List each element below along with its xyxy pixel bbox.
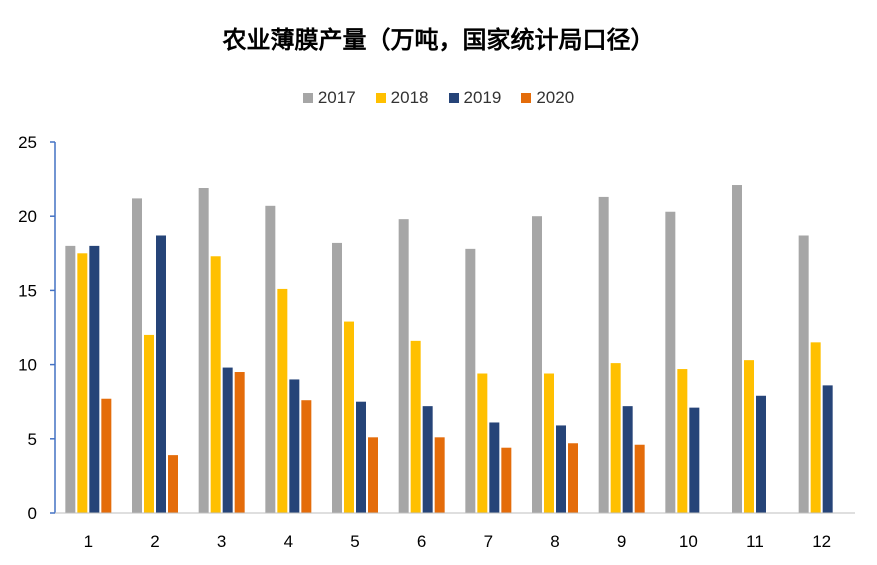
bar-2020-2 xyxy=(168,455,178,513)
bar-2017-11 xyxy=(732,185,742,513)
bar-2019-3 xyxy=(222,367,233,513)
bar-2020-3 xyxy=(234,372,245,513)
x-tick-label: 7 xyxy=(484,532,493,551)
y-tick-label: 15 xyxy=(18,281,37,300)
bar-2018-8 xyxy=(544,373,554,513)
x-tick-label: 11 xyxy=(746,532,764,551)
bar-2018-2 xyxy=(144,334,154,513)
bar-2018-7 xyxy=(477,373,488,513)
bar-2017-9 xyxy=(598,196,609,513)
bar-2017-12 xyxy=(798,235,809,513)
legend-swatch-2018 xyxy=(375,93,386,103)
bar-2017-7 xyxy=(465,248,476,513)
bars-layer xyxy=(65,185,833,514)
bar-2020-8 xyxy=(568,443,578,513)
x-tick-label: 12 xyxy=(812,532,831,551)
legend-label-2018: 2018 xyxy=(390,88,429,107)
bar-2017-5 xyxy=(332,242,342,514)
bar-2019-5 xyxy=(356,401,366,513)
bar-2019-4 xyxy=(289,379,300,513)
bar-2019-8 xyxy=(556,425,566,513)
bar-2020-1 xyxy=(101,398,112,513)
legend-swatch-2017 xyxy=(302,93,313,103)
legend-item-2017: 2017 xyxy=(302,88,356,108)
x-tick-label: 6 xyxy=(417,532,426,551)
x-tick-label: 10 xyxy=(679,532,698,551)
bar-2018-10 xyxy=(677,369,688,513)
bar-2018-1 xyxy=(77,253,88,514)
bar-2019-11 xyxy=(756,395,766,513)
bar-2020-5 xyxy=(368,437,378,513)
legend-label-2017: 2017 xyxy=(317,88,356,107)
bar-2018-9 xyxy=(610,363,621,513)
x-tick-label: 3 xyxy=(217,532,226,551)
x-tick-label: 9 xyxy=(617,532,626,551)
bar-2019-1 xyxy=(89,245,100,513)
y-tick-label: 25 xyxy=(18,133,37,152)
chart-legend: 2017 2018 2019 2020 xyxy=(0,88,877,108)
bar-2018-4 xyxy=(277,288,288,513)
bar-2017-10 xyxy=(665,211,676,514)
bar-2018-12 xyxy=(810,342,821,513)
x-tick-label: 2 xyxy=(150,532,159,551)
bar-2019-10 xyxy=(689,407,700,513)
bar-2017-2 xyxy=(132,198,142,513)
legend-item-2019: 2019 xyxy=(448,88,502,108)
y-tick-label: 10 xyxy=(18,356,37,375)
bar-2018-6 xyxy=(410,340,421,513)
y-tick-label: 0 xyxy=(28,504,37,523)
x-tick-label: 5 xyxy=(350,532,359,551)
bar-2019-12 xyxy=(822,385,833,513)
legend-item-2018: 2018 xyxy=(375,88,429,108)
bar-2018-3 xyxy=(210,256,221,513)
x-tick-label: 8 xyxy=(550,532,559,551)
y-tick-label: 5 xyxy=(28,430,37,449)
bar-2019-7 xyxy=(489,422,500,513)
bar-2017-8 xyxy=(532,216,542,513)
chart-title: 农业薄膜产量（万吨，国家统计局口径） xyxy=(222,26,655,54)
legend-item-2020: 2020 xyxy=(521,88,574,108)
bar-2017-6 xyxy=(398,219,409,513)
bar-2017-1 xyxy=(65,245,76,513)
bar-2019-6 xyxy=(422,406,433,513)
legend-label-2020: 2020 xyxy=(536,88,575,107)
bar-2020-6 xyxy=(434,437,445,513)
bar-2017-3 xyxy=(198,188,209,513)
legend-swatch-2019 xyxy=(448,93,459,103)
legend-label-2019: 2019 xyxy=(463,88,502,107)
bar-2019-9 xyxy=(622,406,633,513)
legend-swatch-2020 xyxy=(521,93,532,103)
bar-2018-5 xyxy=(344,321,354,513)
bar-2017-4 xyxy=(265,205,276,513)
bar-2020-7 xyxy=(501,447,512,513)
x-tick-label: 1 xyxy=(84,532,93,551)
y-tick-label: 20 xyxy=(18,207,37,226)
bar-2020-9 xyxy=(634,444,645,513)
bar-2019-2 xyxy=(156,235,166,513)
bar-2020-4 xyxy=(301,400,312,513)
bar-2018-11 xyxy=(744,360,754,513)
x-tick-label: 4 xyxy=(284,532,293,551)
